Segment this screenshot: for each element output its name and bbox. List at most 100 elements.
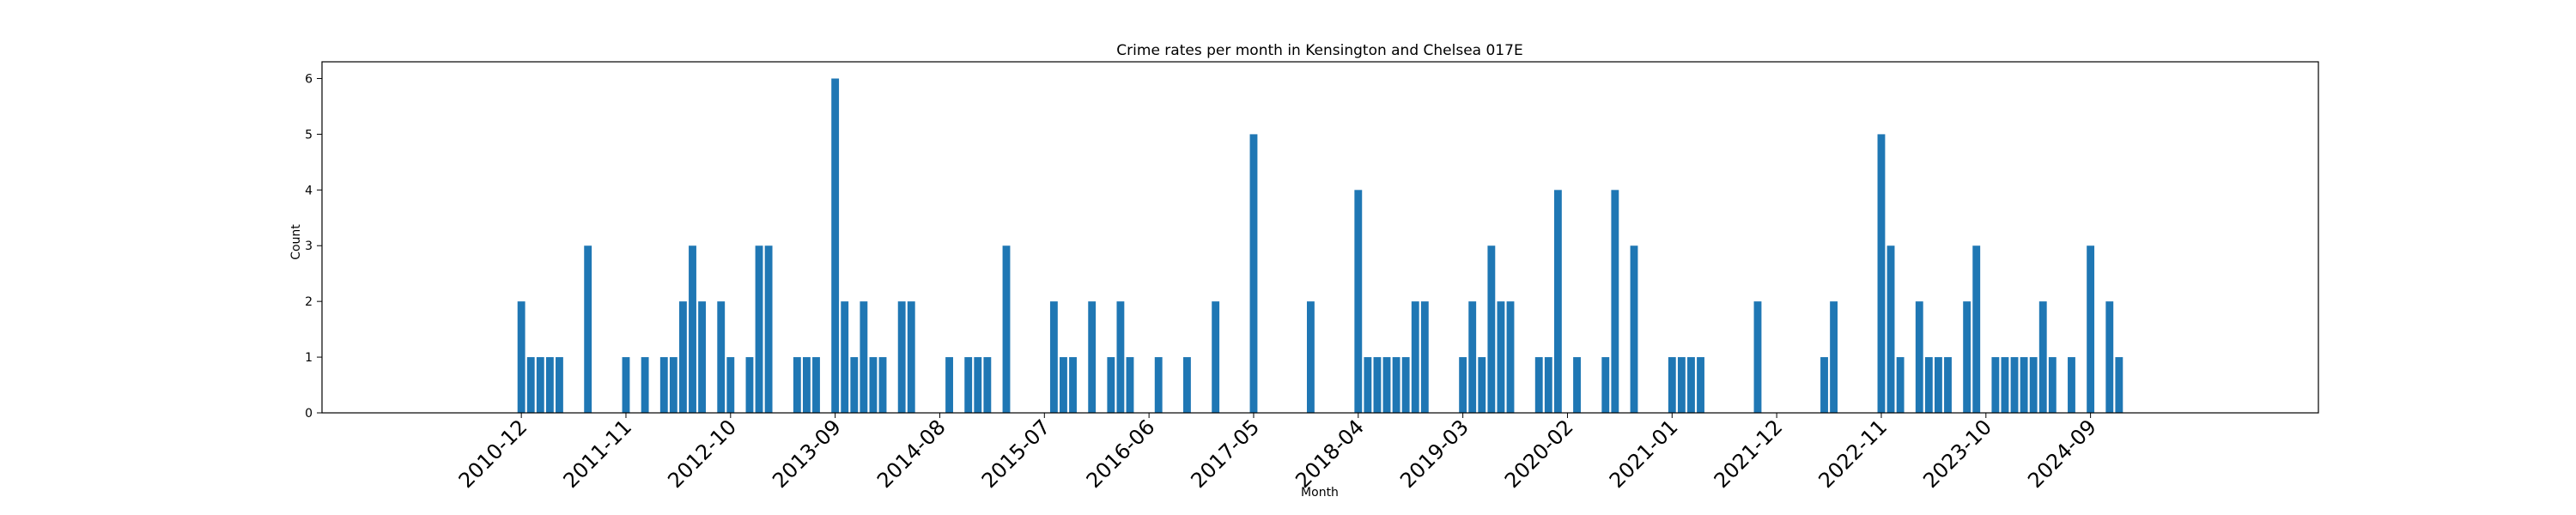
bar bbox=[2001, 357, 2009, 413]
bar bbox=[1382, 357, 1391, 413]
bar bbox=[622, 357, 630, 413]
x-tick-label: 2021-01 bbox=[1605, 415, 1683, 493]
x-tick-label: 2016-06 bbox=[1082, 415, 1160, 493]
bar bbox=[1506, 301, 1515, 413]
bar bbox=[1401, 357, 1410, 413]
bar bbox=[1364, 357, 1372, 413]
x-tick-label: 2011-11 bbox=[559, 415, 637, 493]
bar bbox=[964, 357, 973, 413]
x-tick-label: 2018-04 bbox=[1291, 415, 1369, 493]
bar bbox=[1183, 357, 1191, 413]
bar bbox=[1697, 357, 1704, 413]
bar bbox=[1886, 245, 1895, 413]
y-tick-label: 6 bbox=[305, 72, 313, 86]
bar bbox=[793, 357, 801, 413]
bar bbox=[1088, 301, 1097, 413]
bar bbox=[584, 245, 592, 413]
bar bbox=[1002, 245, 1011, 413]
y-tick-label: 5 bbox=[305, 128, 313, 142]
bar bbox=[1373, 357, 1382, 413]
x-axis: 2010-12 2011-11 2012-10 2013-09 2014-08 2015-… bbox=[454, 413, 2101, 493]
bar bbox=[1060, 357, 1067, 413]
x-tick-label: 2015-07 bbox=[977, 415, 1055, 493]
x-tick-label: 2014-08 bbox=[872, 415, 951, 493]
bar bbox=[1924, 357, 1933, 413]
bar bbox=[755, 245, 763, 413]
bar bbox=[869, 357, 878, 413]
bar bbox=[1049, 301, 1058, 413]
bar bbox=[2010, 357, 2019, 413]
y-axis-label: Count bbox=[289, 224, 303, 260]
plot-frame bbox=[321, 61, 2319, 414]
bar bbox=[2029, 357, 2038, 413]
bar bbox=[517, 301, 526, 413]
bar bbox=[831, 78, 840, 413]
bar bbox=[2038, 301, 2047, 413]
x-tick-label: 2021-12 bbox=[1710, 415, 1788, 493]
bar bbox=[1830, 301, 1838, 413]
bar bbox=[1534, 357, 1543, 413]
bar bbox=[641, 357, 649, 413]
bar bbox=[1459, 357, 1467, 413]
bar bbox=[1573, 357, 1581, 413]
bar bbox=[878, 357, 887, 413]
x-tick-label: 2017-05 bbox=[1187, 415, 1265, 493]
bar bbox=[1820, 357, 1828, 413]
bar bbox=[1487, 245, 1496, 413]
bar bbox=[1668, 357, 1676, 413]
x-tick-label: 2013-09 bbox=[768, 415, 846, 493]
x-tick-label: 2023-10 bbox=[1918, 415, 1996, 493]
bar bbox=[556, 357, 563, 413]
plot-area bbox=[321, 61, 2319, 414]
bar bbox=[841, 301, 849, 413]
bar bbox=[545, 357, 554, 413]
bar bbox=[1126, 357, 1134, 413]
bar bbox=[1934, 357, 1942, 413]
bar bbox=[1915, 301, 1923, 413]
x-tick-label: 2022-11 bbox=[1814, 415, 1892, 493]
bar bbox=[1630, 245, 1638, 413]
bar bbox=[679, 301, 687, 413]
bar bbox=[945, 357, 953, 413]
bar bbox=[2105, 301, 2114, 413]
bar bbox=[974, 357, 982, 413]
x-tick-label: 2024-09 bbox=[2023, 415, 2101, 493]
bar bbox=[1991, 357, 2000, 413]
y-tick-label: 0 bbox=[305, 407, 313, 421]
x-tick-label: 2012-10 bbox=[663, 415, 741, 493]
bar bbox=[717, 301, 726, 413]
bar bbox=[526, 357, 535, 413]
bar bbox=[1753, 301, 1762, 413]
bar bbox=[726, 357, 735, 413]
bar bbox=[812, 357, 820, 413]
bar bbox=[689, 245, 696, 413]
y-tick-label: 3 bbox=[305, 239, 313, 253]
x-axis-label: Month bbox=[1301, 486, 1339, 500]
bar bbox=[1544, 357, 1552, 413]
bar bbox=[1687, 357, 1695, 413]
bar bbox=[1497, 301, 1505, 413]
bar bbox=[1212, 301, 1220, 413]
bar bbox=[983, 357, 992, 413]
chart-title: Crime rates per month in Kensington and … bbox=[1116, 42, 1522, 59]
y-tick-label: 4 bbox=[305, 184, 313, 197]
bar bbox=[1069, 357, 1077, 413]
y-tick-label: 2 bbox=[305, 295, 313, 309]
bar bbox=[536, 357, 544, 413]
bar bbox=[850, 357, 859, 413]
bar bbox=[1677, 357, 1686, 413]
bar bbox=[2115, 357, 2123, 413]
bar bbox=[1420, 301, 1429, 413]
bar bbox=[907, 301, 915, 413]
y-axis: 0 1 2 3 4 5 6 bbox=[305, 72, 322, 421]
bar bbox=[1896, 357, 1905, 413]
bar bbox=[669, 357, 677, 413]
bar bbox=[1963, 301, 1971, 413]
bar bbox=[1478, 357, 1486, 413]
bar bbox=[2068, 357, 2075, 413]
bar bbox=[860, 301, 868, 413]
bar bbox=[1972, 245, 1981, 413]
x-tick-label: 2020-02 bbox=[1500, 415, 1578, 493]
bar bbox=[2020, 357, 2028, 413]
y-tick-label: 1 bbox=[305, 351, 313, 365]
